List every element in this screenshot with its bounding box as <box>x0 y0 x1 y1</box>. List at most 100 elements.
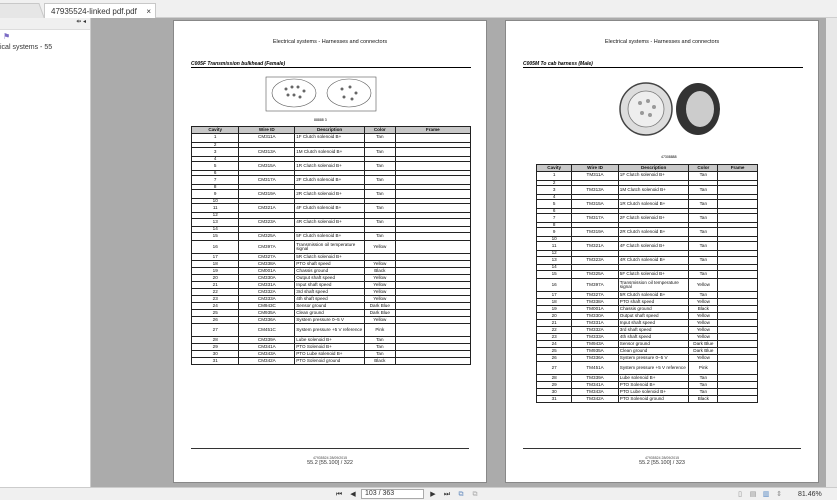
figure-label: 88888 3 <box>314 118 327 122</box>
table-cell: Output shaft speed <box>294 274 365 283</box>
bookmark-item[interactable]: ical systems - 55 <box>0 44 53 51</box>
continuous-view-icon[interactable]: ▤ <box>749 491 757 498</box>
table-cell: PTO Lube solenoid B+ <box>294 350 365 359</box>
footer-page: 55.2 [55.100] / 322 <box>307 460 353 466</box>
column-header: Cavity <box>535 164 573 172</box>
table-row: 24 TM943A Sensor ground Dark Blue <box>535 340 758 349</box>
table-cell: 5R Clutch solenoid B+ <box>294 253 365 262</box>
table-row: 11 CM321A 4F Clutch solenoid B+ Tan <box>190 203 472 213</box>
tab-previous[interactable] <box>0 3 45 18</box>
table-cell: Tan <box>363 343 396 352</box>
table-cell <box>717 374 758 383</box>
table-row: 20 TM330A Output shaft speed Yellow <box>535 312 758 321</box>
table-cell: 11 <box>535 241 573 251</box>
table-cell: TM336A <box>571 354 619 363</box>
table-cell: Tan <box>688 227 719 237</box>
table-row: 23 CM333A 4th shaft speed Yellow <box>190 295 472 304</box>
table-cell: 9 <box>190 189 240 199</box>
table-cell: CM339A <box>238 336 296 345</box>
table-cell: 23 <box>190 295 240 304</box>
connector-photo <box>619 82 720 136</box>
page-number-input[interactable]: 103 / 363 <box>361 489 424 499</box>
table-row: 25 TM935A Clean ground Dark Blue <box>535 347 758 356</box>
table-cell: TM323A <box>571 255 619 266</box>
table-cell: Dark Blue <box>688 347 719 356</box>
table-cell: TM321A <box>571 241 619 251</box>
copy-icon[interactable]: ⧉ <box>458 491 464 498</box>
table-cell <box>717 291 758 300</box>
table-cell: CM313A <box>238 147 296 157</box>
table-cell: Yellow <box>688 298 719 307</box>
table-cell: 4R Clutch solenoid B+ <box>617 255 690 266</box>
table-cell: 2R Clutch solenoid B+ <box>294 189 365 199</box>
table-cell: Output shaft speed <box>617 312 690 321</box>
table-cell: 22 <box>190 288 240 297</box>
table-cell: TM319A <box>571 227 619 237</box>
previous-page-button[interactable]: ◀ <box>350 491 356 498</box>
single-page-view-icon[interactable]: ▯ <box>738 491 742 498</box>
table-cell: Dark Blue <box>363 309 396 318</box>
section-title: C005M To cab harness (Male) <box>523 61 803 68</box>
table-cell: 25 <box>535 347 573 356</box>
table-cell: Tan <box>363 161 396 171</box>
table-cell <box>717 326 758 335</box>
table-cell: 7 <box>190 175 240 185</box>
table-cell: System pressure +5 V reference <box>617 361 690 376</box>
table-row: 24 CM943C Sensor ground Dark Blue <box>190 302 472 311</box>
vertical-scrollbar[interactable] <box>826 18 837 487</box>
table-cell: 4F Clutch solenoid B+ <box>617 241 690 251</box>
pdf-page-323: Electrical systems - Harnesses and conne… <box>505 20 819 483</box>
table-cell: CM451C <box>238 323 296 338</box>
column-header: Description <box>294 126 365 134</box>
column-header: Frame <box>394 126 472 134</box>
table-cell: 26 <box>190 316 240 325</box>
table-cell: Tan <box>363 217 396 228</box>
bookmark-icon: ⚑ <box>3 32 11 41</box>
paste-icon[interactable]: ⧉ <box>472 491 478 498</box>
column-header: Description <box>617 164 690 172</box>
last-page-button[interactable]: ⏭ <box>443 491 451 498</box>
table-cell: TM341A <box>571 381 619 390</box>
table-cell <box>717 227 758 237</box>
tab-document[interactable]: 47935524-linked pdf.pdf × <box>44 3 156 18</box>
table-cell: Tan <box>688 213 719 223</box>
two-page-view-icon[interactable]: ▥ <box>762 491 770 498</box>
close-icon[interactable]: × <box>146 7 151 16</box>
bookmarks-panel: ⇹ ◂ ⚑ ical systems - 55 <box>0 18 91 487</box>
panel-controls[interactable]: ⇹ ◂ <box>0 18 90 30</box>
table-cell: 7 <box>535 213 573 223</box>
table-cell: 26 <box>535 354 573 363</box>
table-row: 19 TM001A Chassis ground Black <box>535 305 758 314</box>
first-page-button[interactable]: ⏮ <box>335 491 343 498</box>
table-cell: Yellow <box>688 278 719 293</box>
table-row: 29 TM341A PTO Solenoid B+ Tan <box>535 381 758 390</box>
fit-view-icon[interactable]: ⇕ <box>776 491 782 498</box>
table-cell: Tan <box>688 255 719 266</box>
table-row: 9 TM319A 2R Clutch solenoid B+ Tan <box>535 227 758 237</box>
table-row: 17 TM327A 5R Clutch solenoid B+ Tan <box>535 291 758 300</box>
table-cell: Tan <box>688 374 719 383</box>
table-row: 18 CM338A PTO shaft speed Yellow <box>190 260 472 269</box>
table-cell: Black <box>363 267 396 276</box>
table-row: 1 CM311A 1F Clutch solenoid B+ Tan <box>190 133 472 143</box>
table-cell <box>394 253 472 262</box>
zoom-level[interactable]: 81.46% <box>798 491 822 498</box>
table-row: 5 CM315A 1R Clutch solenoid B+ Tan <box>190 161 472 171</box>
table-row: 16 CM397A Transmission oil temperature sig… <box>190 240 472 255</box>
table-cell <box>394 316 472 325</box>
table-cell: TM330A <box>571 312 619 321</box>
table-cell: 5F Clutch solenoid B+ <box>294 231 365 242</box>
next-page-button[interactable]: ▶ <box>430 491 436 498</box>
tab-title: 47935524-linked pdf.pdf <box>51 7 137 16</box>
table-cell: Dark Blue <box>363 302 396 311</box>
table-cell: PTO shaft speed <box>294 260 365 269</box>
table-row: 12 <box>190 212 472 219</box>
table-row: 20 CM330A Output shaft speed Yellow <box>190 274 472 283</box>
table-cell: TM343A <box>571 388 619 397</box>
table-cell: 2F Clutch solenoid B+ <box>617 213 690 223</box>
table-cell <box>394 240 472 255</box>
table-cell: Chassis ground <box>294 267 365 276</box>
table-cell: Tan <box>688 381 719 390</box>
footer-page: 55.2 [55.100] / 323 <box>639 460 685 466</box>
table-cell: Clean ground <box>294 309 365 318</box>
